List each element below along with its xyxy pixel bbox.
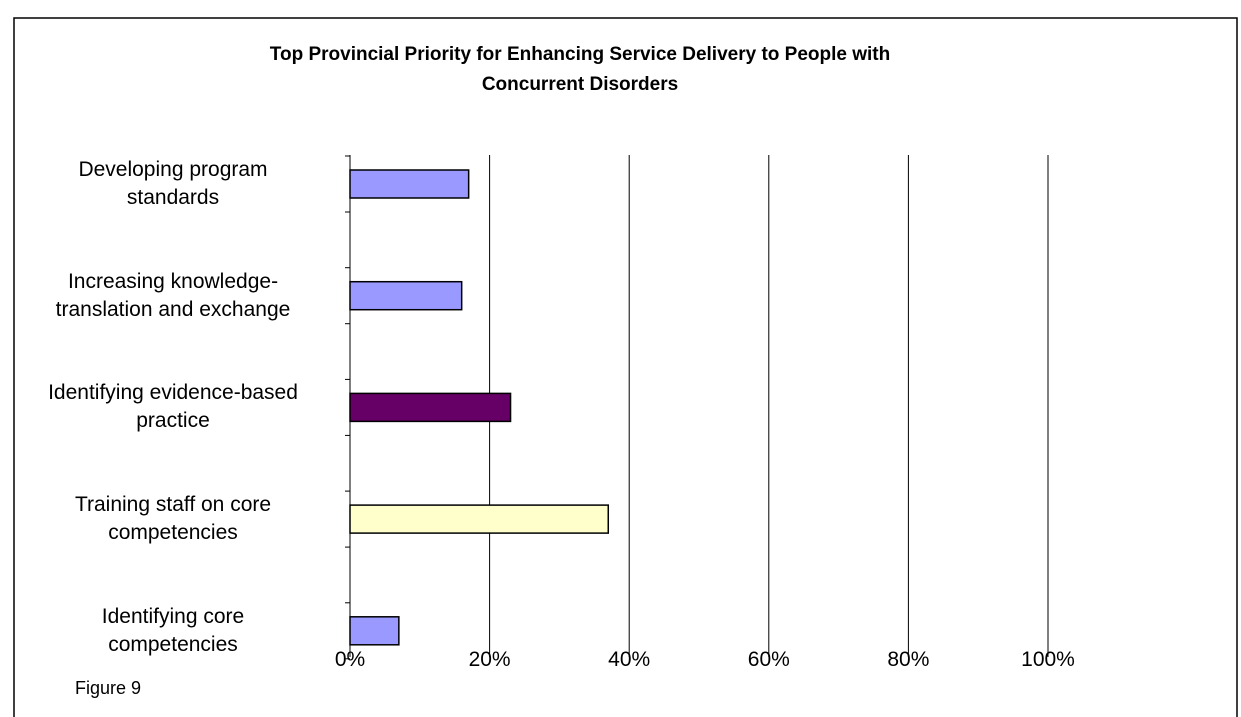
x-tick-label: 60% bbox=[747, 648, 790, 671]
bar bbox=[349, 169, 470, 199]
bar bbox=[349, 616, 400, 646]
x-tick-label: 100% bbox=[1021, 648, 1075, 671]
y-tick-label: Identifying core competencies bbox=[101, 604, 245, 656]
chart-title: Top Provincial Priority for Enhancing Se… bbox=[269, 44, 891, 95]
y-tick-label: Training staff on core competencies bbox=[74, 493, 272, 545]
caption: Figure 9 bbox=[75, 678, 142, 698]
bar bbox=[349, 392, 512, 423]
chart-border bbox=[13, 17, 1238, 717]
y-tick-label: Identifying evidence-based practice bbox=[48, 381, 298, 433]
x-tick-label: 0% bbox=[334, 648, 366, 671]
x-tick-label: 80% bbox=[887, 648, 930, 671]
y-tick-label: Developing program standards bbox=[78, 158, 268, 209]
bar bbox=[349, 280, 463, 311]
y-tick-label: Increasing knowledge- translation and ex… bbox=[55, 269, 291, 321]
x-tick-label: 40% bbox=[608, 648, 651, 671]
bar bbox=[349, 504, 610, 534]
x-tick-label: 20% bbox=[468, 648, 511, 671]
